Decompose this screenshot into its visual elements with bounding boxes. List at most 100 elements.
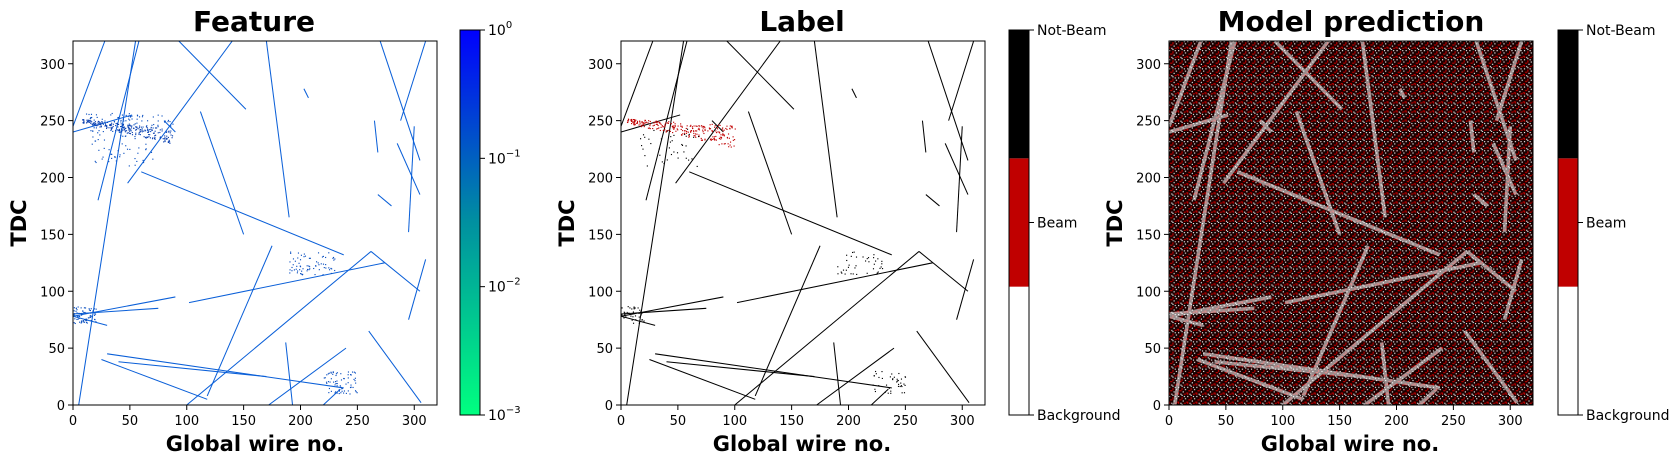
hit-point [101,118,103,120]
feature-xlabel: Global wire no. [166,432,344,456]
hit-point [639,138,642,140]
beam-hit [677,125,679,127]
hit-track [736,262,933,304]
hit-point [159,136,162,138]
hit-point [129,116,132,118]
hit-point [87,120,89,123]
hit-track [73,315,108,326]
hit-point [328,269,331,271]
beam-hit [666,122,668,124]
beam-hit [660,123,662,125]
beam-hit [688,135,690,137]
beam-hit [634,119,636,121]
label-xlabel: Global wire no. [713,432,891,456]
hit-point [334,258,336,260]
hit-point [353,378,355,381]
hit-point [147,129,149,131]
hit-point [865,260,867,262]
hit-point [151,138,154,140]
hit-track [754,245,821,397]
hit-point [125,127,127,129]
hit-point [89,316,92,318]
hit-point [302,273,304,276]
beam-hit [655,121,657,123]
label-title: Label [759,5,844,38]
hit-point [896,378,898,380]
hit-point [289,269,291,271]
hit-point [685,145,687,147]
hit-point [84,307,87,309]
beam-hit [700,137,702,140]
label-ylabel: TDC [555,199,579,246]
hit-point [116,123,119,125]
y-tick-label: 300 [588,58,613,73]
hit-point [872,384,874,386]
x-tick-label: 250 [345,414,370,429]
hit-track [726,41,795,110]
hit-point [83,320,85,322]
hit-track [368,330,422,404]
beam-hit [627,121,629,123]
hit-point [90,320,92,322]
hit-point [141,128,143,130]
hit-point [134,135,136,138]
hit-point [171,137,173,139]
hit-point [78,315,80,317]
beam-hit [633,124,635,126]
hit-point [135,126,137,128]
hit-point [852,251,854,254]
beam-hit [653,124,655,126]
hit-point [149,128,151,131]
colorbar-category-label: Background [1037,408,1121,424]
x-tick-label: 100 [1270,414,1295,429]
hit-point [844,273,846,275]
x-tick-label: 300 [950,414,975,429]
hit-point [78,315,81,317]
hit-point [855,265,857,267]
hit-point [872,268,875,270]
hit-point [837,266,839,268]
hit-point [118,116,120,119]
hit-point [73,322,75,324]
beam-hit [701,125,703,127]
hit-point [144,129,146,131]
hit-track [268,347,347,405]
x-tick-label: 150 [1327,414,1352,429]
beam-hit [668,129,670,131]
hit-point [888,387,890,389]
hit-point [138,132,140,134]
x-tick-label: 200 [836,414,861,429]
hit-point [90,120,92,122]
hit-point [102,123,104,125]
hit-point [149,134,151,136]
hit-point [354,377,356,379]
hit-point [76,312,78,314]
hit-point [900,382,902,384]
x-tick-label: 0 [617,414,625,429]
hit-point [336,385,338,387]
hit-point [290,251,292,253]
beam-hit [730,146,732,148]
hit-point [164,121,166,123]
hit-point [110,114,112,116]
colorbar-category-label: Beam [1586,216,1626,232]
hit-point [89,118,91,120]
beam-hit [657,120,659,123]
beam-hit [641,121,643,123]
hit-point [145,126,148,128]
colorbar-segment [1009,30,1029,159]
hit-point [904,376,907,378]
hit-point [93,127,95,129]
hit-point [339,385,341,387]
hit-point [147,120,149,122]
hit-point [847,266,850,268]
y-tick-label: 150 [1136,228,1161,243]
hit-point [873,263,875,265]
beam-hit [648,120,650,122]
hit-point [139,125,141,127]
beam-hit [665,130,667,132]
hit-point [130,127,133,129]
hit-point [111,127,114,129]
hit-track [948,41,975,121]
beam-hit [713,138,716,140]
